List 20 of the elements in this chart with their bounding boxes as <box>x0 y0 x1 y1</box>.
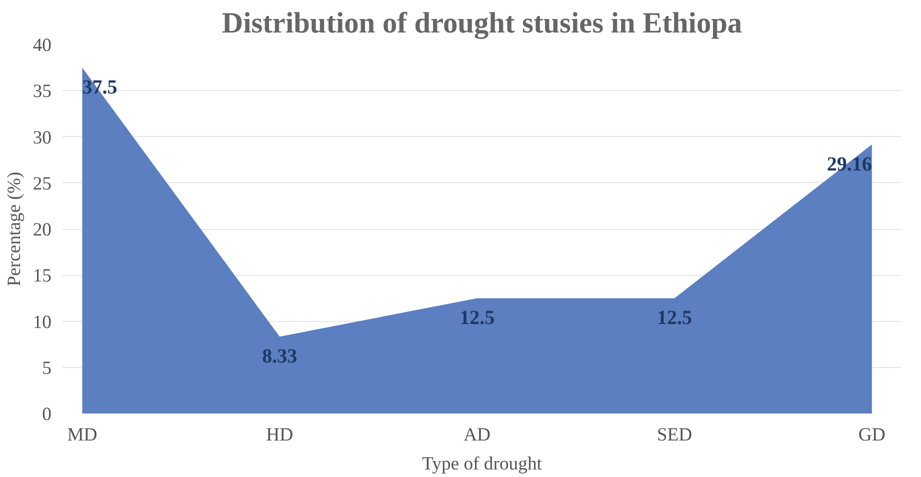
x-tick-label: MD <box>67 424 98 446</box>
y-tick-label: 40 <box>32 35 52 56</box>
y-tick-label: 35 <box>32 81 52 102</box>
x-tick-label: GD <box>858 424 886 446</box>
x-axis-title: Type of drought <box>422 454 543 474</box>
x-tick-label: AD <box>464 424 491 446</box>
data-label: 12.5 <box>656 307 692 330</box>
y-tick-label: 0 <box>42 404 52 425</box>
chart-title: Distribution of drought stusies in Ethiopa <box>222 8 742 40</box>
y-axis-title: Percentage (%) <box>4 172 25 286</box>
y-tick-label: 15 <box>32 266 52 287</box>
y-tick-label: 30 <box>32 127 52 148</box>
y-tick-label: 25 <box>32 173 52 194</box>
data-label: 8.33 <box>262 346 298 368</box>
x-tick-label: HD <box>266 424 294 446</box>
x-tick-label: SED <box>656 424 692 446</box>
y-tick-label: 10 <box>32 312 52 333</box>
data-label: 12.5 <box>460 307 495 330</box>
y-tick-label: 20 <box>32 220 52 240</box>
y-tick-label: 5 <box>42 358 52 379</box>
